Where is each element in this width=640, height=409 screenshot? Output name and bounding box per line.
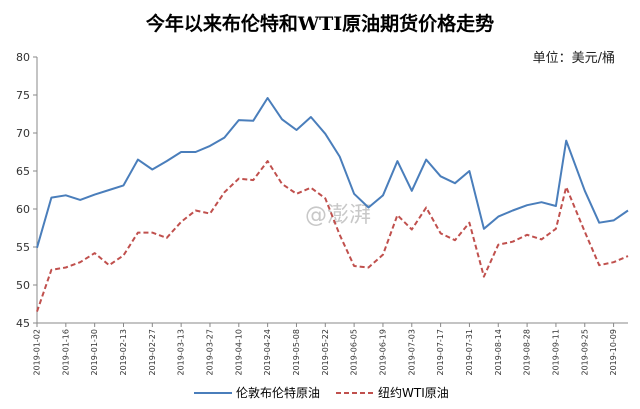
y-ticks: 45 50 55 60 65 70 75 80	[16, 51, 37, 330]
x-tick-label: 2019-02-27	[148, 329, 157, 376]
y-tick-label: 50	[16, 279, 30, 292]
x-tick-label: 2019-01-02	[33, 329, 42, 376]
y-tick-label: 80	[16, 51, 30, 64]
x-tick-label: 2019-07-17	[436, 329, 445, 376]
legend-label-wti: 纽约WTI原油	[378, 385, 449, 400]
x-tick-label: 2019-10-09	[609, 329, 618, 376]
y-tick-label: 55	[16, 241, 30, 254]
x-tick-label: 2019-03-27	[205, 329, 214, 376]
y-tick-label: 75	[16, 89, 30, 102]
y-tick-label: 70	[16, 127, 30, 140]
x-tick-label: 2019-07-03	[407, 329, 416, 376]
x-tick-label: 2019-09-25	[580, 329, 589, 376]
x-tick-label: 2019-01-30	[90, 329, 99, 376]
x-tick-label: 2019-05-22	[321, 329, 330, 376]
x-tick-label: 2019-01-16	[61, 329, 70, 376]
x-ticks: 2019-01-02 2019-01-16 2019-01-30 2019-02-13…	[33, 323, 618, 376]
x-tick-label: 2019-04-24	[263, 329, 272, 376]
x-tick-label: 2019-06-05	[350, 329, 359, 376]
watermark: @澎湃	[305, 203, 371, 228]
legend: 伦敦布伦特原油 纽约WTI原油	[194, 385, 449, 400]
x-tick-label: 2019-08-14	[494, 329, 503, 376]
y-tick-label: 65	[16, 165, 30, 178]
chart-title: 今年以来布伦特和WTI原油期货价格走势	[145, 12, 494, 35]
x-tick-label: 2019-03-13	[177, 329, 186, 376]
x-tick-label: 2019-09-11	[551, 329, 560, 376]
y-tick-label: 60	[16, 203, 30, 216]
y-tick-label: 45	[16, 317, 30, 330]
series-line-wti	[36, 160, 629, 312]
x-tick-label: 2019-06-19	[378, 329, 387, 376]
x-tick-label: 2019-05-08	[292, 329, 301, 376]
x-tick-label: 2019-07-31	[465, 329, 474, 376]
unit-label: 单位：美元/桶	[533, 51, 615, 66]
series-line-brent	[36, 97, 629, 249]
x-tick-label: 2019-08-28	[523, 329, 532, 376]
x-tick-label: 2019-04-10	[234, 329, 243, 376]
legend-label-brent: 伦敦布伦特原油	[236, 385, 320, 400]
series-layer	[36, 97, 629, 312]
x-tick-label: 2019-02-13	[119, 329, 128, 376]
